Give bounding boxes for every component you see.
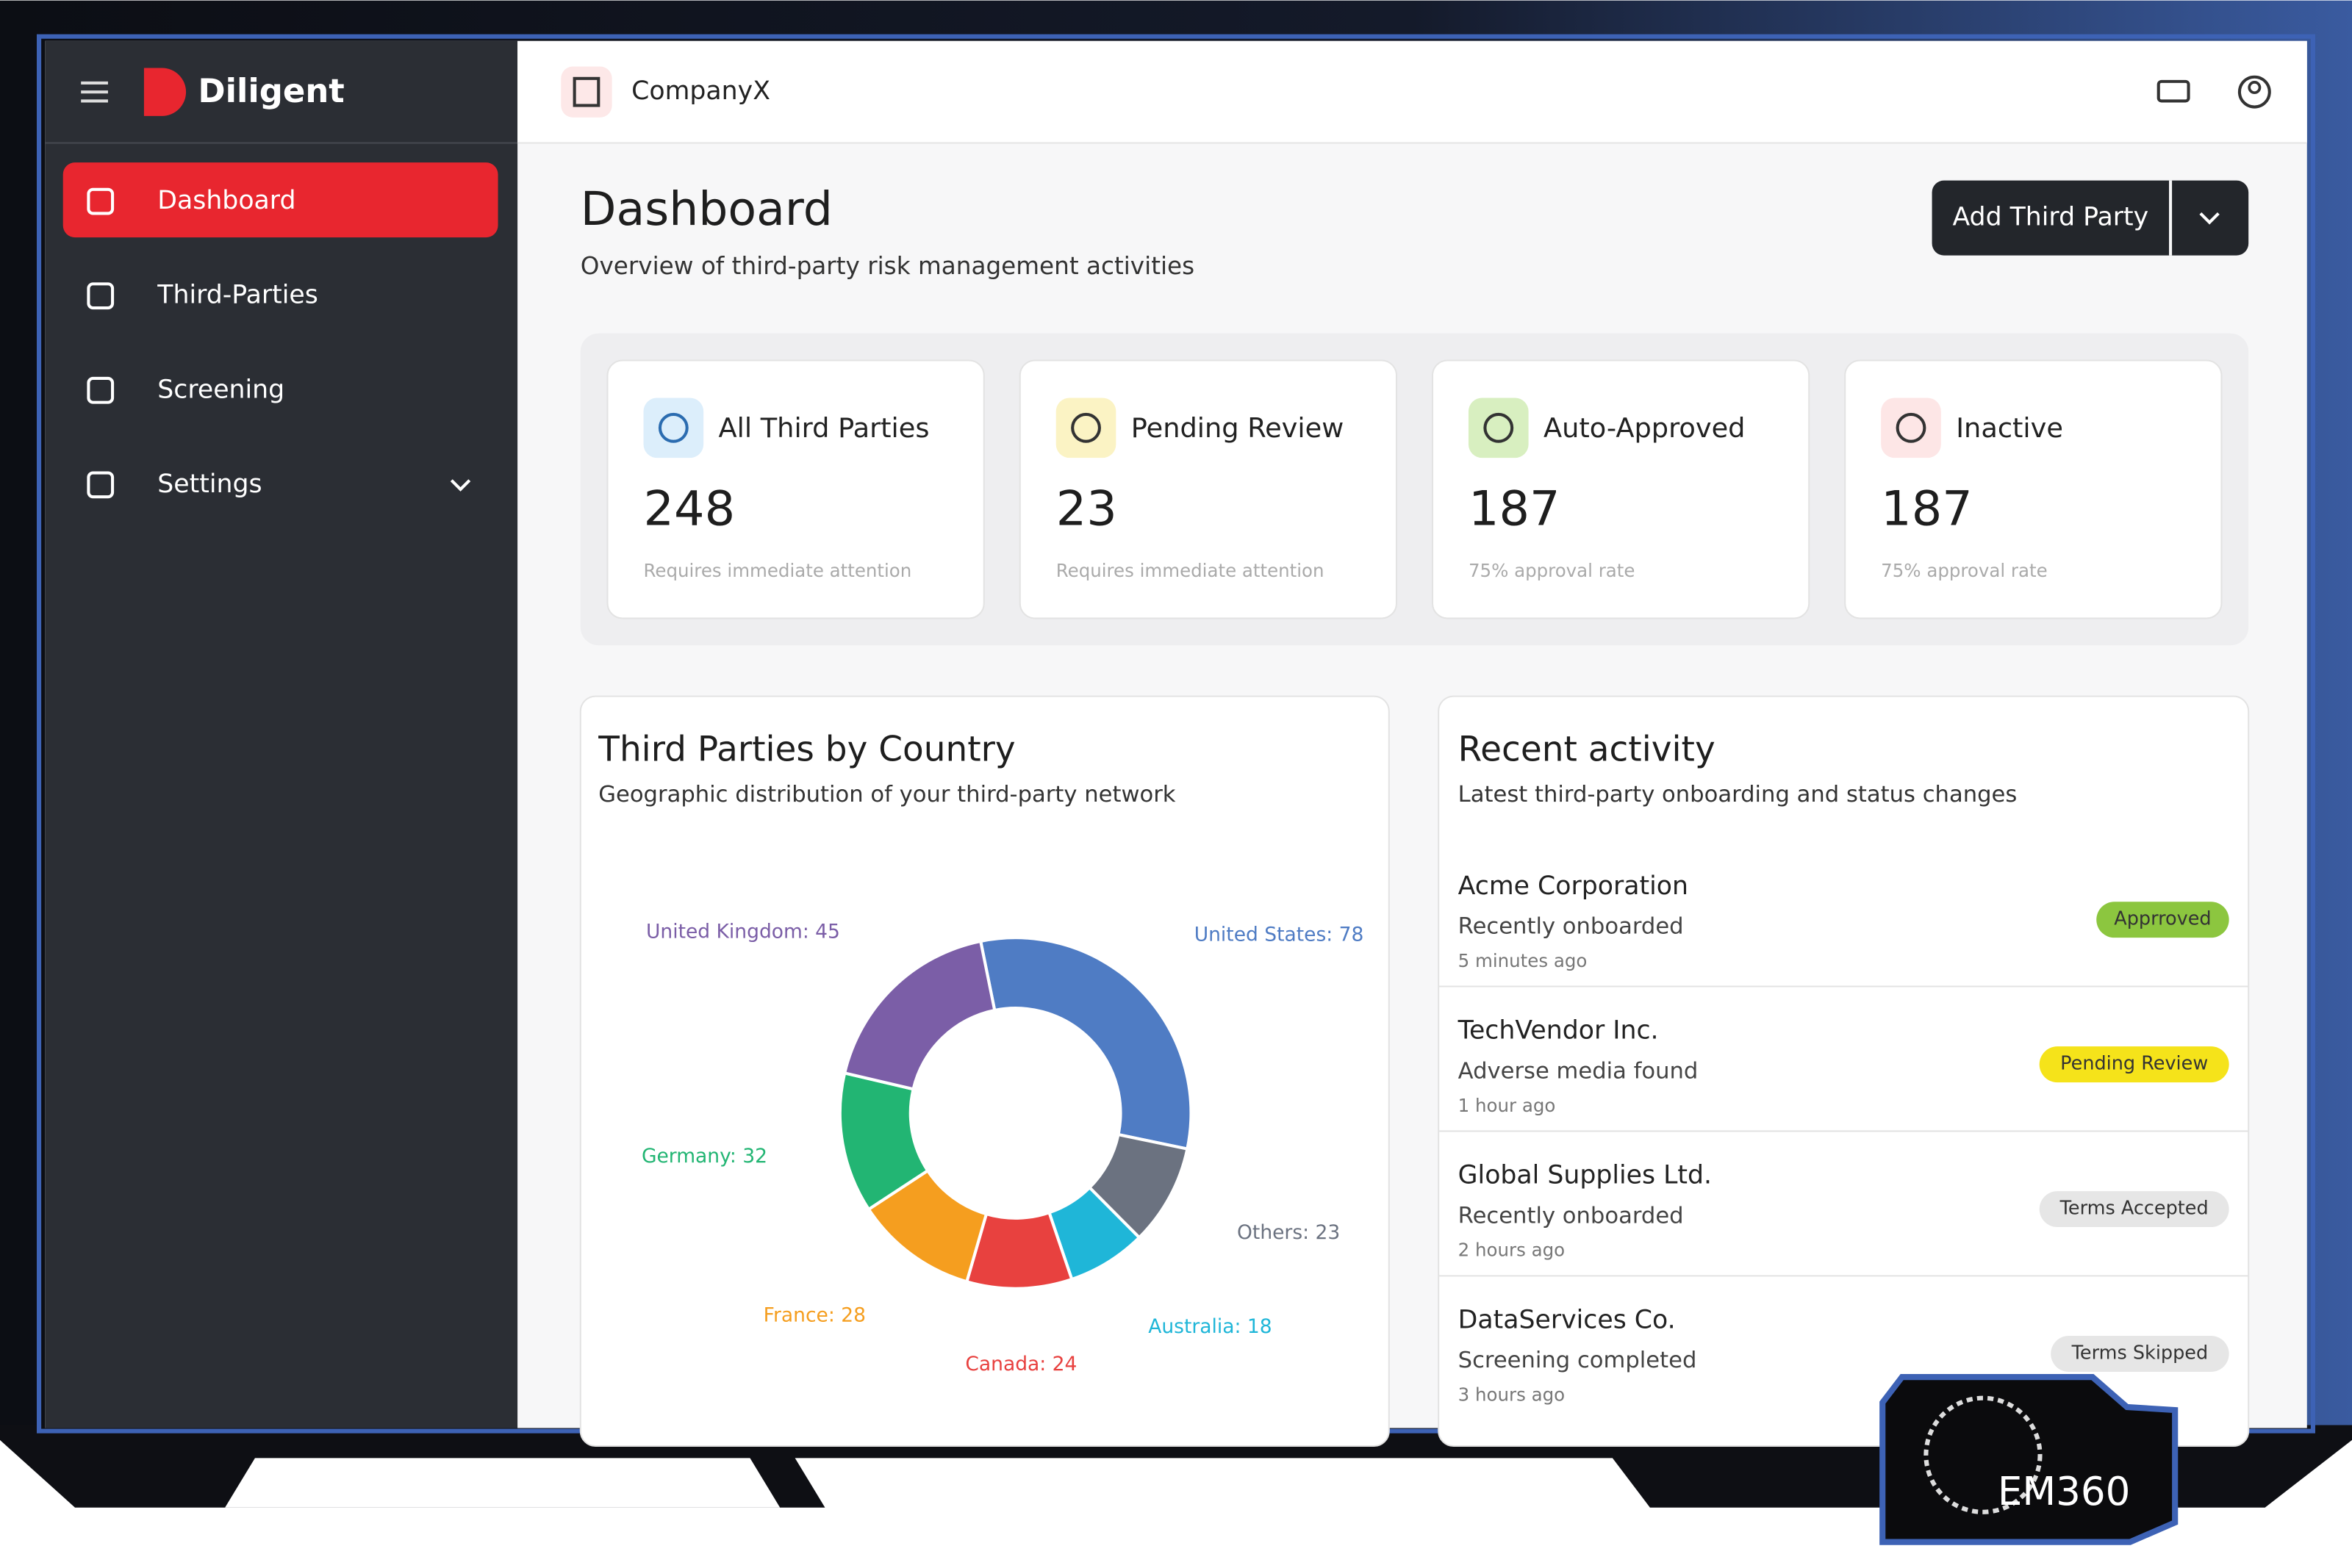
keyboard-icon[interactable] <box>2156 79 2190 103</box>
page-subtitle: Overview of third-party risk management … <box>581 252 1194 280</box>
chart-subtitle: Geographic distribution of your third-pa… <box>598 782 1176 808</box>
sidebar <box>45 40 518 1428</box>
nav-icon[interactable] <box>87 376 115 404</box>
watermark-badge <box>1879 1374 2179 1545</box>
nav-item[interactable]: Screening <box>157 375 284 404</box>
stat-note: Requires immediate attention <box>644 560 912 581</box>
stat-label: Inactive <box>1956 412 2063 444</box>
brand-logo <box>143 68 187 116</box>
status-pill <box>2039 1191 2229 1228</box>
activity-card <box>1438 695 2250 1447</box>
activity-time: 1 hour ago <box>1458 1095 1556 1116</box>
nav-chevron[interactable] <box>450 479 471 492</box>
stat-value: 23 <box>1056 481 1117 537</box>
activity-detail: Screening completed <box>1458 1348 1697 1373</box>
activity-name[interactable]: Acme Corporation <box>1458 871 1688 901</box>
company-icon-building <box>573 76 600 107</box>
status-pill <box>2039 1046 2229 1083</box>
nav-item[interactable]: Dashboard <box>157 186 295 215</box>
stat-icon <box>1881 398 1941 458</box>
status-pill <box>2096 902 2229 938</box>
slice-label: Canada: 24 <box>965 1353 1077 1375</box>
nav-icon[interactable] <box>87 471 115 499</box>
stat-note: 75% approval rate <box>1881 560 2047 581</box>
nav-icon[interactable] <box>87 187 115 215</box>
slice-label: Others: 23 <box>1237 1221 1340 1244</box>
nav-item[interactable]: Settings <box>157 470 262 499</box>
chart-card <box>579 695 1390 1447</box>
company-icon <box>561 66 612 118</box>
stat-icon <box>1468 398 1529 458</box>
stat-icon <box>643 398 704 458</box>
activity-name[interactable]: TechVendor Inc. <box>1458 1016 1659 1046</box>
status-label: Apprroved <box>2114 908 2211 930</box>
stat-label: Pending Review <box>1131 412 1344 444</box>
stats-panel <box>580 333 2249 646</box>
stat-note: 75% approval rate <box>1469 560 1635 581</box>
stat-label: All Third Parties <box>719 412 930 444</box>
profile-icon[interactable] <box>2237 75 2271 109</box>
activity-subtitle: Latest third-party onboarding and status… <box>1458 782 2018 808</box>
add-button-label[interactable]: Add Third Party <box>1952 203 2148 232</box>
stat-icon <box>1055 398 1116 458</box>
brand-name: Diligent <box>198 71 344 110</box>
status-label: Pending Review <box>2060 1053 2208 1075</box>
button-dropdown[interactable] <box>2199 212 2220 225</box>
activity-name[interactable]: DataServices Co. <box>1458 1306 1676 1335</box>
status-label: Terms Accepted <box>2059 1198 2209 1220</box>
slice[interactable] <box>978 936 1193 1151</box>
activity-detail: Adverse media found <box>1458 1058 1699 1084</box>
watermark-logo <box>1923 1395 2043 1514</box>
chart-title: Third Parties by Country <box>598 730 1015 770</box>
stat-value: 187 <box>1881 481 1973 537</box>
slice-label: Germany: 32 <box>642 1145 767 1168</box>
status-pill <box>2051 1336 2229 1372</box>
activity-time: 3 hours ago <box>1458 1384 1565 1406</box>
company-name[interactable]: CompanyX <box>631 76 770 106</box>
frame-notch <box>225 1458 781 1508</box>
stat-value: 248 <box>644 481 736 537</box>
slice[interactable] <box>842 939 997 1091</box>
stat-label: Auto-Approved <box>1544 412 1746 444</box>
nav-item[interactable]: Third-Parties <box>157 281 318 310</box>
stat-icon-glyph <box>658 412 689 443</box>
activity-time: 5 minutes ago <box>1458 950 1588 971</box>
stat-value: 187 <box>1469 481 1560 537</box>
profile-icon-head <box>2248 81 2262 95</box>
slice-label: United States: 78 <box>1194 924 1364 946</box>
stat-icon-glyph <box>1896 412 1926 443</box>
menu-icon[interactable] <box>81 81 108 103</box>
nav-active <box>62 162 498 238</box>
nav-icon[interactable] <box>87 282 115 310</box>
activity-detail: Recently onboarded <box>1458 913 1684 939</box>
activity-title: Recent activity <box>1458 730 1715 770</box>
stat-note: Requires immediate attention <box>1056 560 1324 581</box>
slice-label: United Kingdom: 45 <box>646 920 840 943</box>
watermark-text: EM360 <box>1998 1469 2131 1514</box>
slice-label: Australia: 18 <box>1148 1315 1272 1338</box>
activity-time: 2 hours ago <box>1458 1240 1565 1261</box>
activity-name[interactable]: Global Supplies Ltd. <box>1458 1161 1712 1190</box>
header <box>517 40 2307 143</box>
status-label: Terms Skipped <box>2071 1342 2208 1364</box>
slice-label: France: 28 <box>764 1303 866 1326</box>
page-title: Dashboard <box>581 181 833 236</box>
stat-icon-glyph <box>1483 412 1514 443</box>
stat-icon-glyph <box>1071 412 1101 443</box>
activity-detail: Recently onboarded <box>1458 1203 1684 1229</box>
